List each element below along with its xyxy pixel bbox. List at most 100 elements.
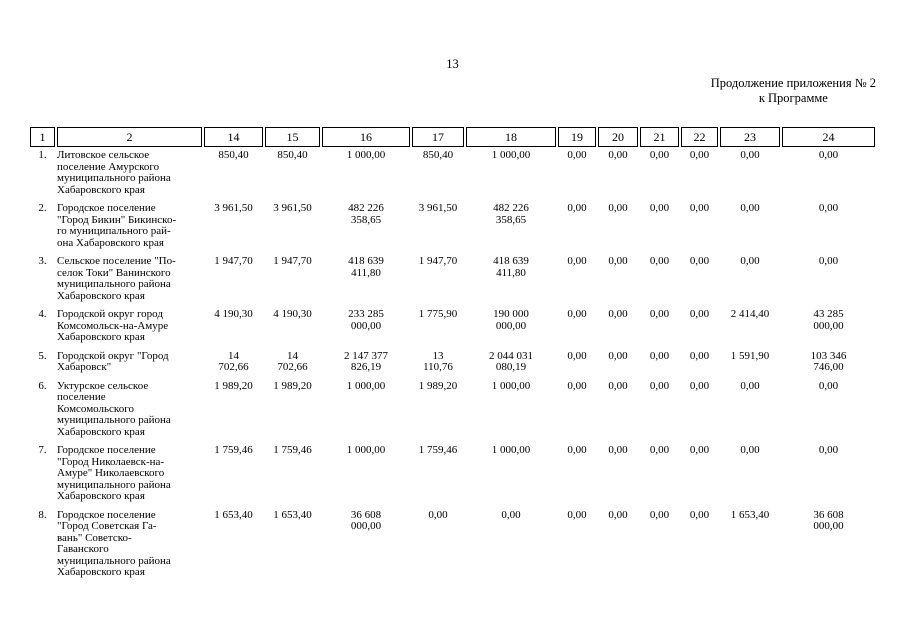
municipality-name: Городское поселение "Город Бикин" Бикинс… — [57, 202, 177, 249]
row-number: 1. — [38, 149, 47, 161]
value-cell: 0,00 — [649, 149, 670, 161]
table-row: 4. Городской округ город Комсомольск-на-А… — [30, 306, 875, 348]
table-body: 1. Литовское сельское поселение Амурского… — [30, 147, 875, 583]
page-number: 13 — [446, 57, 459, 71]
table-header: 1 2 14 15 16 17 18 19 20 21 22 23 24 — [30, 127, 875, 147]
value-cell: 3 961,50 — [273, 202, 312, 214]
value-cell: 2 044 031 080,19 — [489, 349, 533, 373]
column-header: 18 — [466, 127, 556, 147]
value-cell: 233 285 000,00 — [348, 308, 384, 332]
value-cell: 1 591,90 — [730, 349, 770, 362]
value-cell: 0,00 — [689, 308, 710, 320]
table-row: 5. Городской округ "Город Хабаровск" 14 70… — [30, 348, 875, 378]
value-cell: 1 989,20 — [214, 379, 253, 392]
value-cell: 0,00 — [740, 379, 760, 392]
value-cell: 0,00 — [567, 349, 587, 362]
value-cell: 0,00 — [689, 444, 710, 456]
value-cell: 0,00 — [567, 308, 587, 320]
value-cell: 0,00 — [428, 508, 448, 521]
continuation-line2: к Программе — [758, 90, 828, 105]
value-cell: 850,40 — [422, 149, 454, 161]
value-cell: 0,00 — [818, 444, 839, 456]
value-cell: 0,00 — [689, 255, 710, 267]
value-cell: 2 147 377 826,19 — [344, 349, 388, 373]
table-row: 6. Уктурское сельское поселение Комсомоль… — [30, 378, 875, 443]
column-header: 1 — [30, 127, 55, 147]
value-cell: 0,00 — [689, 202, 710, 214]
value-cell: 1 947,70 — [273, 255, 312, 267]
column-header: 23 — [720, 127, 780, 147]
value-cell: 0,00 — [567, 508, 587, 521]
value-cell: 1 000,00 — [491, 379, 531, 392]
value-cell: 418 639 411,80 — [348, 255, 384, 279]
value-cell: 190 000 000,00 — [493, 308, 529, 332]
value-cell: 0,00 — [689, 149, 710, 161]
column-header: 19 — [558, 127, 596, 147]
value-cell: 0,00 — [608, 255, 628, 267]
value-cell: 0,00 — [649, 202, 670, 214]
value-cell: 1 759,46 — [273, 444, 312, 456]
municipality-name: Уктурское сельское поселение Комсомольск… — [57, 379, 171, 438]
column-header: 2 — [57, 127, 202, 147]
value-cell: 0,00 — [740, 202, 760, 214]
value-cell: 1 947,70 — [214, 255, 253, 267]
value-cell: 850,40 — [218, 149, 249, 161]
value-cell: 0,00 — [567, 255, 587, 267]
value-cell: 0,00 — [649, 379, 670, 392]
value-cell: 36 608 000,00 — [813, 508, 844, 532]
column-header: 17 — [412, 127, 464, 147]
appendix-continuation: Продолжение приложения № 2 к Программе — [711, 76, 876, 105]
value-cell: 1 759,46 — [418, 444, 458, 456]
value-cell: 14 702,66 — [218, 349, 249, 373]
column-header: 14 — [204, 127, 263, 147]
value-cell: 0,00 — [649, 255, 670, 267]
value-cell: 3 961,50 — [214, 202, 253, 214]
value-cell: 1 653,40 — [273, 508, 312, 521]
column-header: 20 — [598, 127, 638, 147]
value-cell: 0,00 — [649, 308, 670, 320]
column-header: 16 — [322, 127, 410, 147]
table-row: 8. Городское поселение "Город Советская Г… — [30, 507, 875, 583]
value-cell: 4 190,30 — [273, 308, 312, 320]
value-cell: 1 653,40 — [730, 508, 770, 521]
row-number: 2. — [38, 202, 47, 214]
value-cell: 1 947,70 — [418, 255, 458, 267]
column-header: 15 — [265, 127, 320, 147]
value-cell: 1 989,20 — [418, 379, 458, 392]
value-cell: 0,00 — [567, 202, 587, 214]
value-cell: 3 961,50 — [418, 202, 458, 214]
continuation-line1: Продолжение приложения № 2 — [710, 76, 876, 90]
value-cell: 0,00 — [501, 508, 521, 521]
value-cell: 0,00 — [818, 149, 839, 161]
value-cell: 103 346 746,00 — [810, 349, 847, 373]
value-cell: 36 608 000,00 — [350, 508, 382, 532]
row-number: 8. — [38, 508, 47, 521]
municipality-name: Городское поселение "Город Советская Га-… — [57, 508, 171, 578]
value-cell: 0,00 — [608, 508, 628, 521]
municipality-name: Сельское поселение "По- селок Токи" Вани… — [57, 255, 176, 302]
value-cell: 482 226 358,65 — [348, 202, 384, 226]
value-cell: 1 989,20 — [273, 379, 312, 392]
value-cell: 1 000,00 — [491, 444, 531, 456]
municipality-name: Городской округ город Комсомольск-на-Аму… — [57, 308, 169, 343]
value-cell: 0,00 — [649, 444, 670, 456]
value-cell: 0,00 — [608, 149, 628, 161]
value-cell: 13 110,76 — [423, 349, 453, 373]
row-number: 3. — [38, 255, 47, 267]
table-row: 2. Городское поселение "Город Бикин" Бики… — [30, 200, 875, 253]
municipality-name: Городское поселение "Город Николаевск-на… — [57, 444, 171, 502]
value-cell: 43 285 000,00 — [813, 308, 844, 332]
value-cell: 0,00 — [689, 508, 710, 521]
row-number: 6. — [38, 379, 47, 392]
value-cell: 0,00 — [740, 444, 760, 456]
column-header: 22 — [681, 127, 718, 147]
value-cell: 0,00 — [649, 349, 670, 362]
value-cell: 0,00 — [649, 508, 670, 521]
row-number: 7. — [38, 444, 47, 456]
value-cell: 418 639 411,80 — [493, 255, 529, 279]
column-header: 24 — [782, 127, 875, 147]
value-cell: 0,00 — [608, 379, 628, 392]
value-cell: 2 414,40 — [730, 308, 770, 320]
value-cell: 482 226 358,65 — [493, 202, 529, 226]
value-cell: 1 000,00 — [346, 444, 386, 456]
